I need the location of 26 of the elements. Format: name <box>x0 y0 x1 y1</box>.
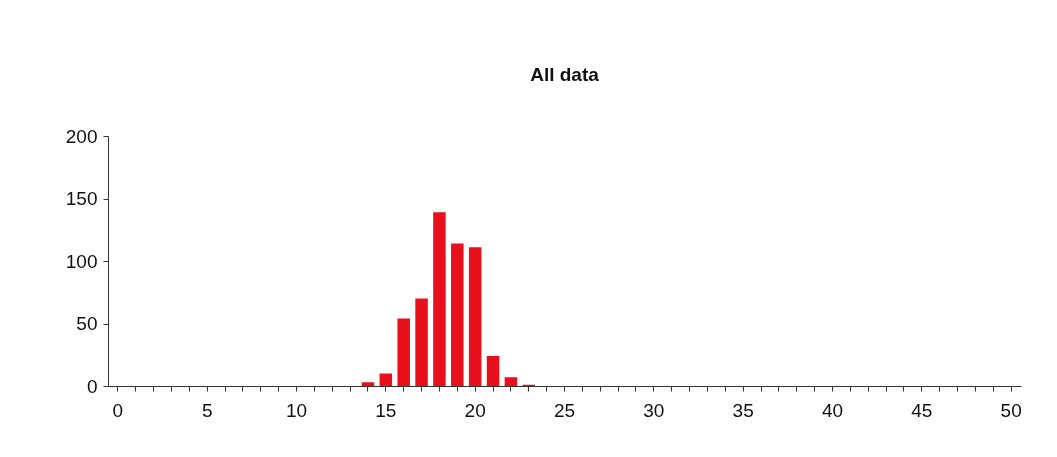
bar <box>415 298 428 386</box>
x-tick-label: 35 <box>732 399 754 421</box>
y-tick-label: 0 <box>86 375 98 397</box>
y-tick-label: 200 <box>65 125 98 147</box>
x-tick-label: 5 <box>201 399 213 421</box>
x-tick-label: 50 <box>1000 399 1022 421</box>
bar <box>504 377 518 386</box>
x-tick-label: 25 <box>553 399 576 421</box>
x-tick-label: 0 <box>112 399 124 421</box>
bar <box>468 247 482 386</box>
bar <box>451 243 464 386</box>
y-tick-label: 150 <box>65 188 98 209</box>
bar <box>361 382 375 386</box>
x-tick-label: 30 <box>643 399 665 421</box>
x-tick-label: 40 <box>821 399 844 421</box>
chart-title: All data <box>530 64 600 85</box>
x-tick-label: 15 <box>375 399 397 421</box>
x-tick-label: 45 <box>911 399 933 421</box>
bar <box>379 373 393 386</box>
bar <box>433 212 446 386</box>
x-tick-label: 10 <box>285 399 308 421</box>
bar <box>397 318 410 386</box>
y-tick-label: 50 <box>76 313 98 334</box>
x-tick-label: 20 <box>464 399 486 421</box>
bar <box>486 356 500 386</box>
y-tick-label: 100 <box>65 250 98 272</box>
